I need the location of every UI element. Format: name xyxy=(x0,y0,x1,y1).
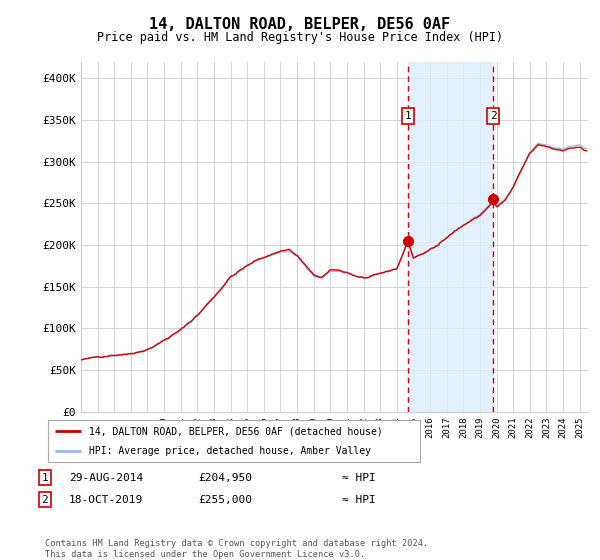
Text: £255,000: £255,000 xyxy=(198,494,252,505)
Text: 18-OCT-2019: 18-OCT-2019 xyxy=(69,494,143,505)
Text: 29-AUG-2014: 29-AUG-2014 xyxy=(69,473,143,483)
Text: 2: 2 xyxy=(490,111,496,121)
Text: ≈ HPI: ≈ HPI xyxy=(342,494,376,505)
Text: 1: 1 xyxy=(41,473,49,483)
Text: 14, DALTON ROAD, BELPER, DE56 0AF: 14, DALTON ROAD, BELPER, DE56 0AF xyxy=(149,17,451,32)
Text: ≈ HPI: ≈ HPI xyxy=(342,473,376,483)
Text: 1: 1 xyxy=(404,111,411,121)
Text: 14, DALTON ROAD, BELPER, DE56 0AF (detached house): 14, DALTON ROAD, BELPER, DE56 0AF (detac… xyxy=(89,426,383,436)
Text: £204,950: £204,950 xyxy=(198,473,252,483)
Text: HPI: Average price, detached house, Amber Valley: HPI: Average price, detached house, Ambe… xyxy=(89,446,371,456)
Bar xyxy=(408,62,493,412)
Text: Price paid vs. HM Land Registry's House Price Index (HPI): Price paid vs. HM Land Registry's House … xyxy=(97,31,503,44)
Text: 2: 2 xyxy=(41,494,49,505)
Text: Contains HM Land Registry data © Crown copyright and database right 2024.
This d: Contains HM Land Registry data © Crown c… xyxy=(45,539,428,559)
